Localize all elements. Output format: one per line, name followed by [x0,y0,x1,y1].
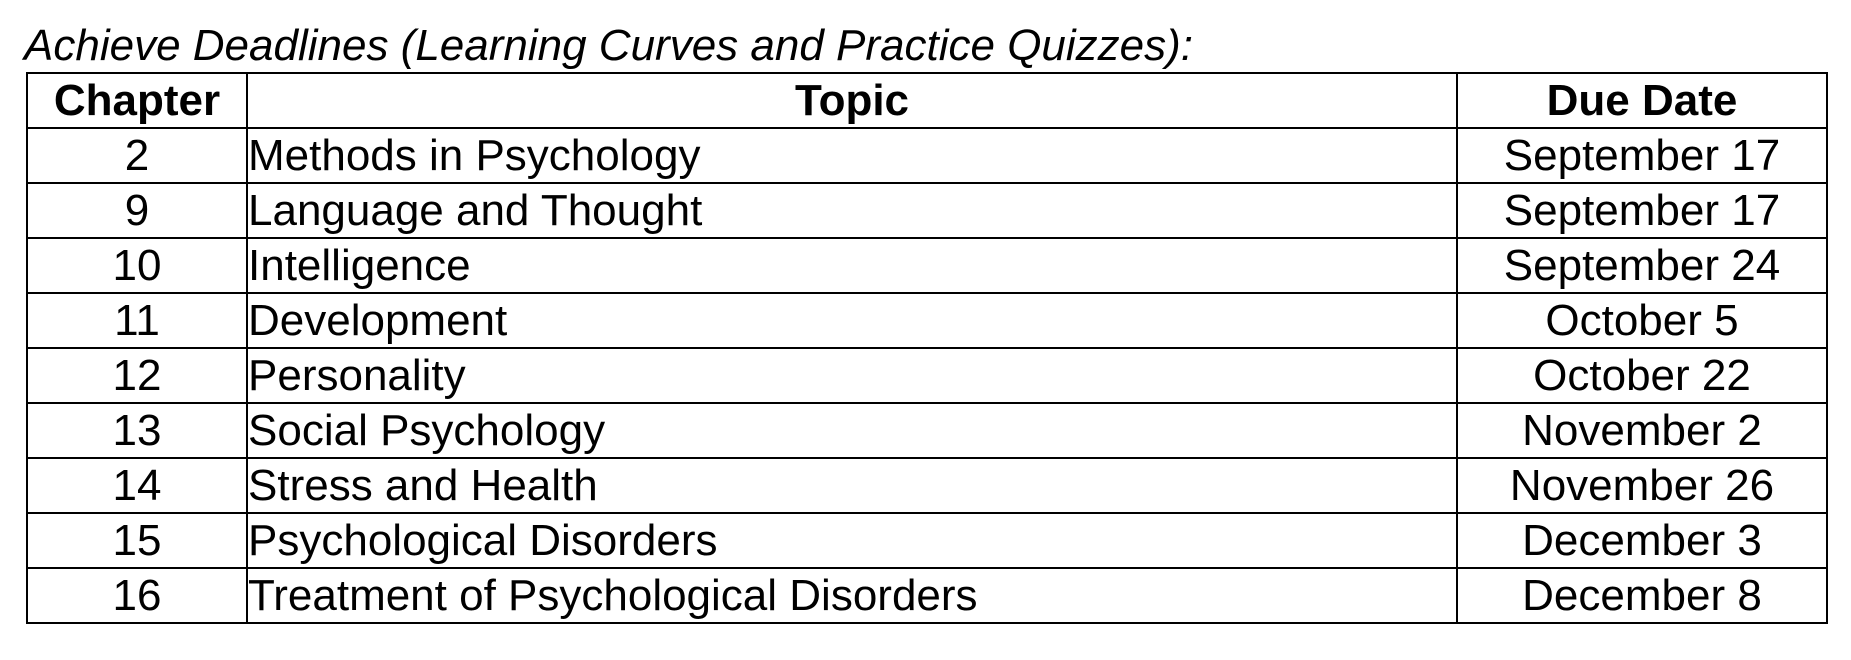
table-row: 13 Social Psychology November 2 [26,402,1828,459]
table-row: 16 Treatment of Psychological Disorders … [26,567,1828,624]
topic-cell: Stress and Health [246,457,1458,514]
due-date-cell: November 26 [1456,457,1828,514]
table-row: 14 Stress and Health November 26 [26,457,1828,514]
table-row: 12 Personality October 22 [26,347,1828,404]
chapter-cell: 16 [26,567,248,624]
topic-cell: Personality [246,347,1458,404]
table-header: Chapter Topic Due Date [26,72,1828,129]
table-row: 9 Language and Thought September 17 [26,182,1828,239]
header-due-date: Due Date [1456,72,1828,129]
topic-cell: Methods in Psychology [246,127,1458,184]
deadlines-table: Chapter Topic Due Date 2 Methods in Psyc… [26,72,1828,624]
table-row: 11 Development October 5 [26,292,1828,349]
due-date-cell: September 17 [1456,127,1828,184]
chapter-cell: 11 [26,292,248,349]
due-date-cell: September 24 [1456,237,1828,294]
due-date-cell: September 17 [1456,182,1828,239]
table-row: 2 Methods in Psychology September 17 [26,127,1828,184]
topic-cell: Development [246,292,1458,349]
chapter-cell: 13 [26,402,248,459]
chapter-cell: 14 [26,457,248,514]
topic-cell: Psychological Disorders [246,512,1458,569]
chapter-cell: 9 [26,182,248,239]
document-title: Achieve Deadlines (Learning Curves and P… [24,21,1194,70]
topic-cell: Treatment of Psychological Disorders [246,567,1458,624]
due-date-cell: October 22 [1456,347,1828,404]
table-body: 2 Methods in Psychology September 17 9 L… [26,127,1828,624]
chapter-cell: 10 [26,237,248,294]
header-chapter: Chapter [26,72,248,129]
due-date-cell: October 5 [1456,292,1828,349]
topic-cell: Language and Thought [246,182,1458,239]
header-topic: Topic [246,72,1458,129]
topic-cell: Social Psychology [246,402,1458,459]
topic-cell: Intelligence [246,237,1458,294]
chapter-cell: 15 [26,512,248,569]
due-date-cell: December 8 [1456,567,1828,624]
header-row: Chapter Topic Due Date [26,72,1828,129]
table-row: 15 Psychological Disorders December 3 [26,512,1828,569]
chapter-cell: 12 [26,347,248,404]
table-row: 10 Intelligence September 24 [26,237,1828,294]
due-date-cell: December 3 [1456,512,1828,569]
due-date-cell: November 2 [1456,402,1828,459]
chapter-cell: 2 [26,127,248,184]
